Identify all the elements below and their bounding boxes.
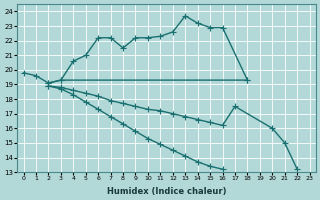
X-axis label: Humidex (Indice chaleur): Humidex (Indice chaleur) xyxy=(107,187,226,196)
